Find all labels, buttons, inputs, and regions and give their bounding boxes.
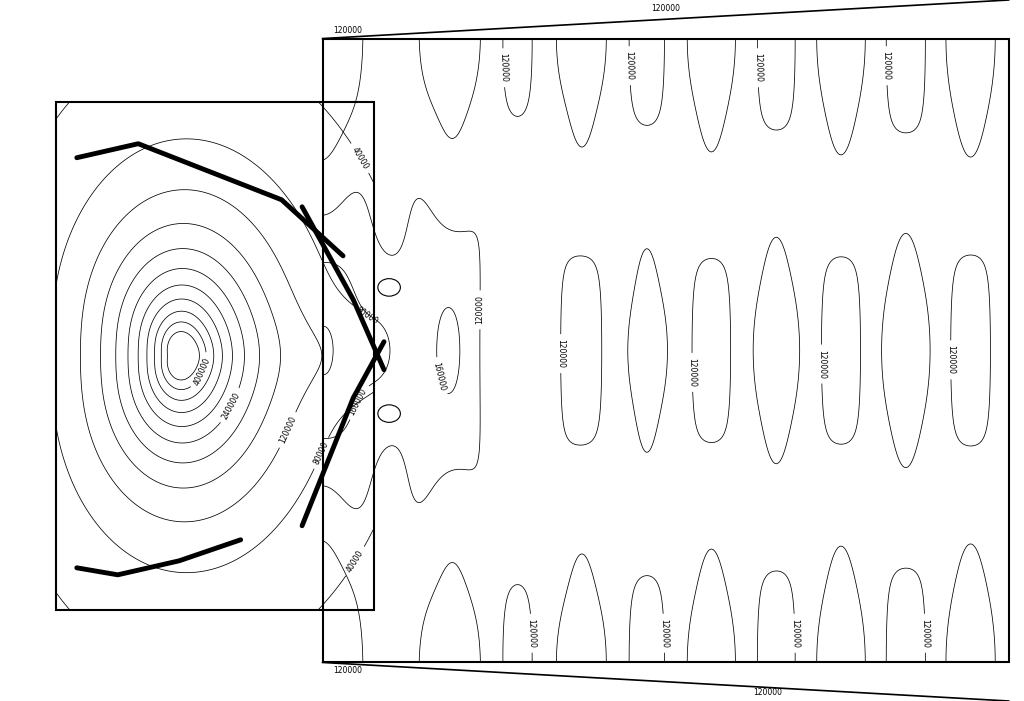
Text: 120000: 120000 [753,53,763,83]
Text: 160000: 160000 [347,387,369,416]
Text: 80000: 80000 [312,440,331,466]
Text: 120000: 120000 [687,358,697,387]
Text: 120000: 120000 [882,51,891,81]
Text: 40000: 40000 [350,145,371,171]
Text: 120000: 120000 [921,619,930,648]
Text: 120000: 120000 [333,666,361,675]
Text: 120000: 120000 [556,339,565,368]
Text: 120000: 120000 [499,53,508,83]
Text: 40000: 40000 [345,549,366,574]
Text: 400000: 400000 [193,356,213,386]
Text: 120000: 120000 [278,415,298,445]
Text: 120000: 120000 [651,4,680,13]
Text: 160000: 160000 [431,362,446,392]
Text: 120000: 120000 [625,51,634,81]
Text: 120000: 120000 [817,350,826,379]
Text: 240000: 240000 [220,391,242,421]
Text: 80000: 80000 [355,305,380,326]
FancyBboxPatch shape [56,102,374,610]
Text: 120000: 120000 [333,26,361,35]
Text: 120000: 120000 [754,688,782,697]
Text: 120000: 120000 [475,295,484,325]
Text: 120000: 120000 [946,346,955,374]
Text: 120000: 120000 [526,618,537,648]
Text: 120000: 120000 [659,618,669,648]
Text: 120000: 120000 [790,618,800,648]
